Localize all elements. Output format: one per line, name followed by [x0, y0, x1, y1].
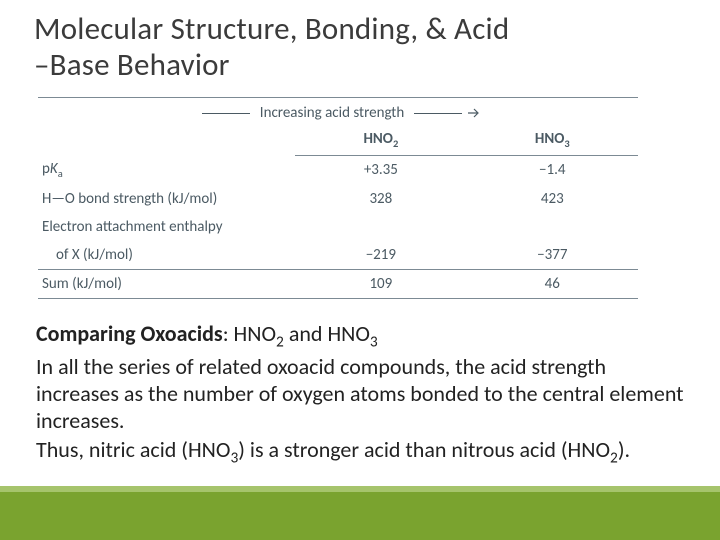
col-header-hno2: HNO2 — [295, 125, 466, 156]
col2-formula: HNO — [535, 130, 565, 148]
paragraph-2: Thus, nitric acid (HNO3) is a stronger a… — [36, 437, 684, 468]
pka-hno3: −1.4 — [467, 155, 638, 185]
arrow-head-icon — [468, 105, 480, 123]
col1-sub: 2 — [393, 137, 398, 150]
arrow-label: Increasing acid strength — [260, 104, 404, 122]
arrow-line-left — [202, 113, 250, 114]
eae2-hno2: −219 — [295, 241, 466, 270]
slide: Molecular Structure, Bonding, & Acid –Ba… — [0, 0, 720, 540]
sum-hno3: 46 — [467, 270, 638, 299]
oxoacid-table: Increasing acid strength HNO2 HNO3 pKa +… — [38, 97, 638, 299]
row-label-eae-1: Electron attachment enthalpy — [38, 213, 295, 241]
footer-bar — [0, 492, 720, 540]
col2-sub: 3 — [564, 137, 569, 150]
data-table: HNO2 HNO3 pKa +3.35 −1.4 H—O bond streng… — [38, 125, 638, 299]
lead-sub1: 2 — [276, 333, 284, 352]
eae2-hno3: −377 — [467, 241, 638, 270]
p2-s2: 2 — [610, 448, 618, 467]
lead-mid: and HNO — [284, 320, 370, 347]
row-label-eae-2: of X (kJ/mol) — [38, 241, 295, 270]
pka-hno2: +3.35 — [295, 155, 466, 185]
title-line-2: –Base Behavior — [34, 46, 230, 84]
col-header-hno3: HNO3 — [467, 125, 638, 156]
arrow-label-row: Increasing acid strength — [38, 100, 638, 124]
lead-tail-a: : HNO — [223, 320, 276, 347]
title-line-1: Molecular Structure, Bonding, & Acid — [34, 10, 509, 48]
arrow-line-right — [414, 113, 462, 114]
row-bond-strength: H—O bond strength (kJ/mol) 328 423 — [38, 185, 638, 213]
row-label-bond: H—O bond strength (kJ/mol) — [38, 185, 295, 213]
p2-a: Thus, nitric acid (HNO — [36, 436, 230, 463]
pka-sub: a — [58, 167, 63, 180]
bond-hno3: 423 — [467, 185, 638, 213]
header-blank — [38, 125, 295, 156]
sum-hno2: 109 — [295, 270, 466, 299]
row-sum: Sum (kJ/mol) 109 46 — [38, 270, 638, 299]
bond-hno2: 328 — [295, 185, 466, 213]
lead-bold: Comparing Oxoacids — [36, 320, 223, 347]
p2-c: ). — [618, 436, 630, 463]
lead-sub2: 3 — [370, 333, 378, 352]
lead-line: Comparing Oxoacids: HNO2 and HNO3 — [36, 321, 684, 352]
row-label-pka: pKa — [38, 155, 295, 185]
row-eae-2: of X (kJ/mol) −219 −377 — [38, 241, 638, 270]
row-eae-1: Electron attachment enthalpy — [38, 213, 638, 241]
eae1-hno3 — [467, 213, 638, 241]
p2-b: ) is a stronger acid than nitrous acid (… — [238, 436, 610, 463]
eae1-hno2 — [295, 213, 466, 241]
row-pka: pKa +3.35 −1.4 — [38, 155, 638, 185]
slide-title: Molecular Structure, Bonding, & Acid –Ba… — [34, 12, 690, 83]
row-label-sum: Sum (kJ/mol) — [38, 270, 295, 299]
col1-formula: HNO — [363, 130, 393, 148]
paragraph-1: In all the series of related oxoacid com… — [36, 354, 684, 434]
header-row: HNO2 HNO3 — [38, 125, 638, 156]
body-text: Comparing Oxoacids: HNO2 and HNO3 In all… — [34, 321, 690, 468]
